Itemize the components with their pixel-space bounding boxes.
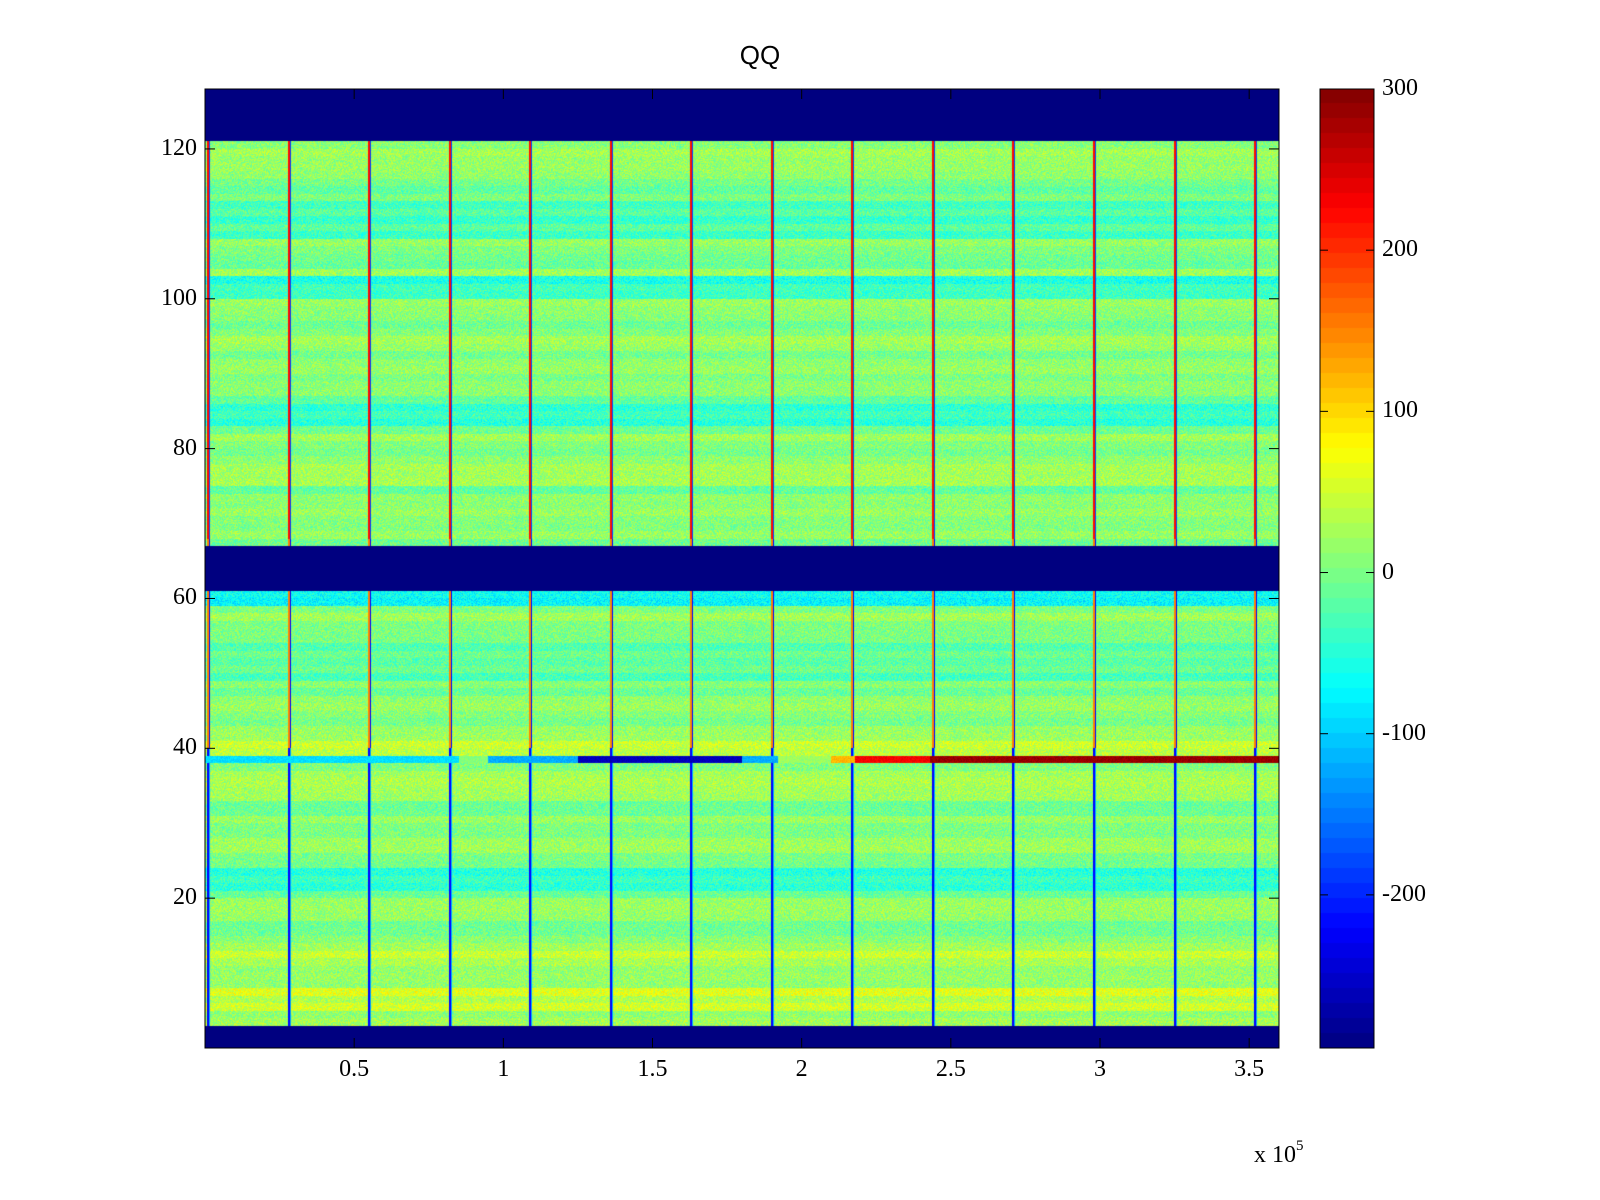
y-tick-label: 120 — [161, 134, 197, 161]
y-tick-label: 60 — [173, 584, 197, 611]
y-tick-label: 100 — [161, 284, 197, 311]
colorbar-tick-label: 0 — [1382, 558, 1394, 585]
y-tick-label: 40 — [173, 734, 197, 761]
colorbar-tick-label: 200 — [1382, 236, 1418, 263]
y-tick-label: 80 — [173, 434, 197, 461]
x-exponent-label: x 105 — [1254, 1138, 1304, 1169]
x-tick-label: 1.5 — [637, 1056, 668, 1082]
colorbar-image — [1320, 89, 1374, 1048]
x-exponent-power: 5 — [1296, 1138, 1304, 1154]
x-tick-label: 2 — [795, 1056, 808, 1082]
x-tick-label: 3 — [1094, 1056, 1106, 1082]
plot-frame — [204, 88, 1280, 1049]
colorbar-tick-label: -100 — [1382, 719, 1426, 746]
x-tick-label: 0.5 — [339, 1056, 370, 1082]
chart-title: QQ — [739, 40, 781, 70]
x-tick-label: 2.5 — [935, 1056, 966, 1082]
y-tick-label: 20 — [173, 884, 197, 911]
colorbar-tick-label: 100 — [1382, 397, 1418, 424]
x-tick-label: 1 — [497, 1056, 510, 1082]
colorbar-tick-label: 300 — [1382, 75, 1418, 101]
colorbar-tick-label: -200 — [1382, 880, 1426, 907]
heatmap-image — [205, 89, 1279, 1048]
x-tick-label: 3.5 — [1234, 1056, 1265, 1082]
colorbar-frame — [1319, 88, 1375, 1049]
x-exponent-base: x 10 — [1254, 1142, 1296, 1168]
